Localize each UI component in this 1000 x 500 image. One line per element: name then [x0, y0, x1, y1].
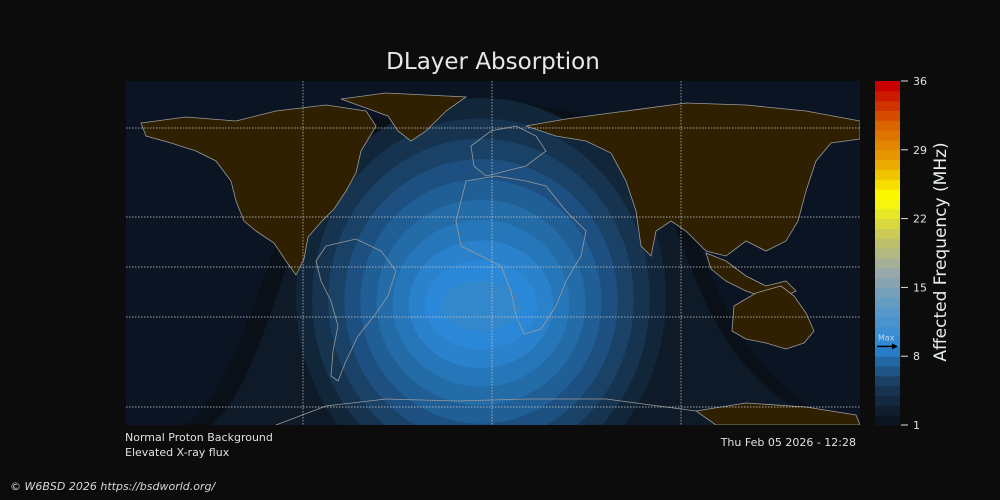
- colorbar-band: [875, 179, 900, 190]
- colorbar-band: [875, 385, 900, 397]
- colorbar-tick-label: 8: [913, 350, 920, 363]
- graticule: [126, 81, 860, 425]
- colorbar-band: [875, 90, 900, 102]
- greenland: [340, 92, 468, 142]
- timestamp: Thu Feb 05 2026 - 12:28: [720, 436, 856, 449]
- africa: [455, 175, 587, 335]
- colorbar-band: [875, 415, 900, 426]
- colorbar-band: [875, 366, 900, 377]
- colorbar-band: [875, 139, 900, 151]
- map-title: DLayer Absorption: [386, 49, 600, 75]
- colorbar-tick-label: 36: [913, 75, 927, 88]
- night-landmasses: [140, 92, 860, 425]
- colorbar-band: [875, 228, 900, 239]
- colorbar-bands: [875, 81, 900, 426]
- colorbar-band: [875, 405, 900, 416]
- australia: [731, 285, 815, 350]
- absorption-map: [126, 81, 860, 425]
- colorbar-band: [875, 198, 900, 210]
- colorbar-band: [875, 356, 900, 367]
- colorbar-tick-label: 1: [913, 419, 920, 432]
- colorbar-band: [875, 346, 900, 357]
- colorbar-band: [875, 238, 900, 249]
- proton-status: Normal Proton Background: [125, 431, 273, 444]
- colorbar-band: [875, 336, 900, 347]
- max-arrow-icon: [877, 343, 898, 350]
- colorbar-band: [875, 81, 900, 92]
- colorbar-band: [875, 159, 900, 170]
- day-coastlines: [275, 125, 697, 425]
- colorbar-band: [875, 149, 900, 161]
- colorbar-tick-label: 15: [913, 281, 927, 294]
- colorbar-band: [875, 100, 900, 111]
- colorbar-band: [875, 110, 900, 121]
- europe: [470, 125, 547, 177]
- max-arrow-head: [892, 343, 898, 350]
- colorbar-band: [875, 287, 900, 298]
- xray-status: Elevated X-ray flux: [125, 446, 230, 459]
- colorbar-label: Affected Frequency (MHz): [931, 142, 951, 362]
- colorbar-band: [875, 208, 900, 220]
- absorption-level: [441, 281, 521, 331]
- colorbar-tick-label: 29: [913, 144, 927, 157]
- colorbar-band: [875, 277, 900, 288]
- colorbar-tick-label: 22: [913, 213, 927, 226]
- colorbar-band: [875, 297, 900, 308]
- north-america: [140, 104, 377, 276]
- antarctica-west: [275, 398, 697, 425]
- colorbar-band: [875, 316, 900, 328]
- colorbar-band: [875, 130, 900, 141]
- colorbar-band: [875, 248, 900, 259]
- south-america: [315, 238, 397, 382]
- colorbar-band: [875, 267, 900, 279]
- colorbar-band: [875, 120, 900, 131]
- max-marker-label: Max: [878, 333, 895, 342]
- colorbar-ticks: 36 29 22 15 8 1: [901, 75, 927, 432]
- colorbar-band: [875, 257, 900, 269]
- colorbar-band: [875, 326, 900, 338]
- colorbar: 36 29 22 15 8 1 Max: [875, 75, 927, 432]
- colorbar-band: [875, 307, 900, 318]
- antarctica-east: [694, 402, 860, 425]
- absorption-field: [186, 98, 846, 425]
- colorbar-band: [875, 375, 900, 387]
- eurasia: [525, 102, 860, 257]
- copyright: © W6BSD 2026 https://bsdworld.org/: [10, 480, 216, 493]
- colorbar-band: [875, 395, 900, 406]
- colorbar-band: [875, 169, 900, 180]
- colorbar-band: [875, 218, 900, 229]
- colorbar-band: [875, 189, 900, 200]
